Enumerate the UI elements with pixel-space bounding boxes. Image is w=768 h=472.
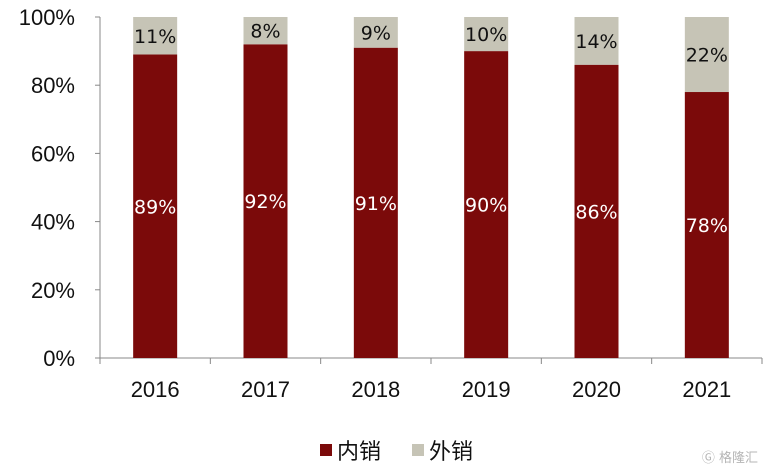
data-label: 8% <box>250 21 280 43</box>
y-tick-label: 20% <box>31 278 75 303</box>
watermark-icon: Ⓖ <box>701 451 715 466</box>
watermark: Ⓖ 格隆汇 <box>702 447 758 466</box>
data-label: 14% <box>575 31 617 53</box>
legend: 内销 外销 <box>320 440 473 465</box>
data-label: 78% <box>686 215 728 237</box>
bar-domestic <box>133 54 178 358</box>
x-tick-label: 2016 <box>131 377 180 402</box>
legend-swatch <box>320 444 332 456</box>
y-tick-label: 60% <box>31 141 75 166</box>
y-tick-label: 80% <box>31 73 75 98</box>
bars: 89% 11% 92% 8% 91% 9% 90% 10% 86% 14% 78% 22% <box>133 17 729 359</box>
data-label: 22% <box>686 45 728 67</box>
x-tick-label: 2019 <box>462 377 511 402</box>
bar-domestic <box>353 47 398 358</box>
bar-domestic <box>684 92 729 359</box>
x-tick-label: 2018 <box>351 377 400 402</box>
bar-domestic <box>464 51 509 358</box>
y-axis: 0% 20% 40% 60% 80% 100% <box>19 5 101 371</box>
y-tick-label: 100% <box>19 5 75 30</box>
data-label: 9% <box>361 22 391 44</box>
bar-export <box>133 17 178 55</box>
data-label: 89% <box>134 196 176 218</box>
x-tick-label: 2021 <box>682 377 731 402</box>
legend-label: 内销 <box>337 440 381 465</box>
watermark-text: 格隆汇 <box>718 451 758 466</box>
x-axis: 2016 2017 2018 2019 2020 2021 <box>99 357 763 402</box>
x-tick-label: 2017 <box>241 377 290 402</box>
y-tick-label: 40% <box>31 210 75 235</box>
data-label: 90% <box>465 195 507 217</box>
data-label: 86% <box>575 201 617 223</box>
y-tick-label: 0% <box>43 346 75 371</box>
bar-export <box>684 17 729 93</box>
data-label: 92% <box>244 191 286 213</box>
bar-domestic <box>243 44 288 358</box>
legend-label: 外销 <box>429 440 473 465</box>
legend-swatch <box>412 444 424 456</box>
bar-export <box>574 17 619 65</box>
x-tick-label: 2020 <box>572 377 621 402</box>
bar-export <box>243 17 288 45</box>
data-label: 10% <box>465 24 507 46</box>
bar-domestic <box>574 64 619 359</box>
bar-export <box>353 17 398 48</box>
data-label: 91% <box>355 193 397 215</box>
data-label: 11% <box>134 26 176 48</box>
bar-export <box>464 17 509 52</box>
